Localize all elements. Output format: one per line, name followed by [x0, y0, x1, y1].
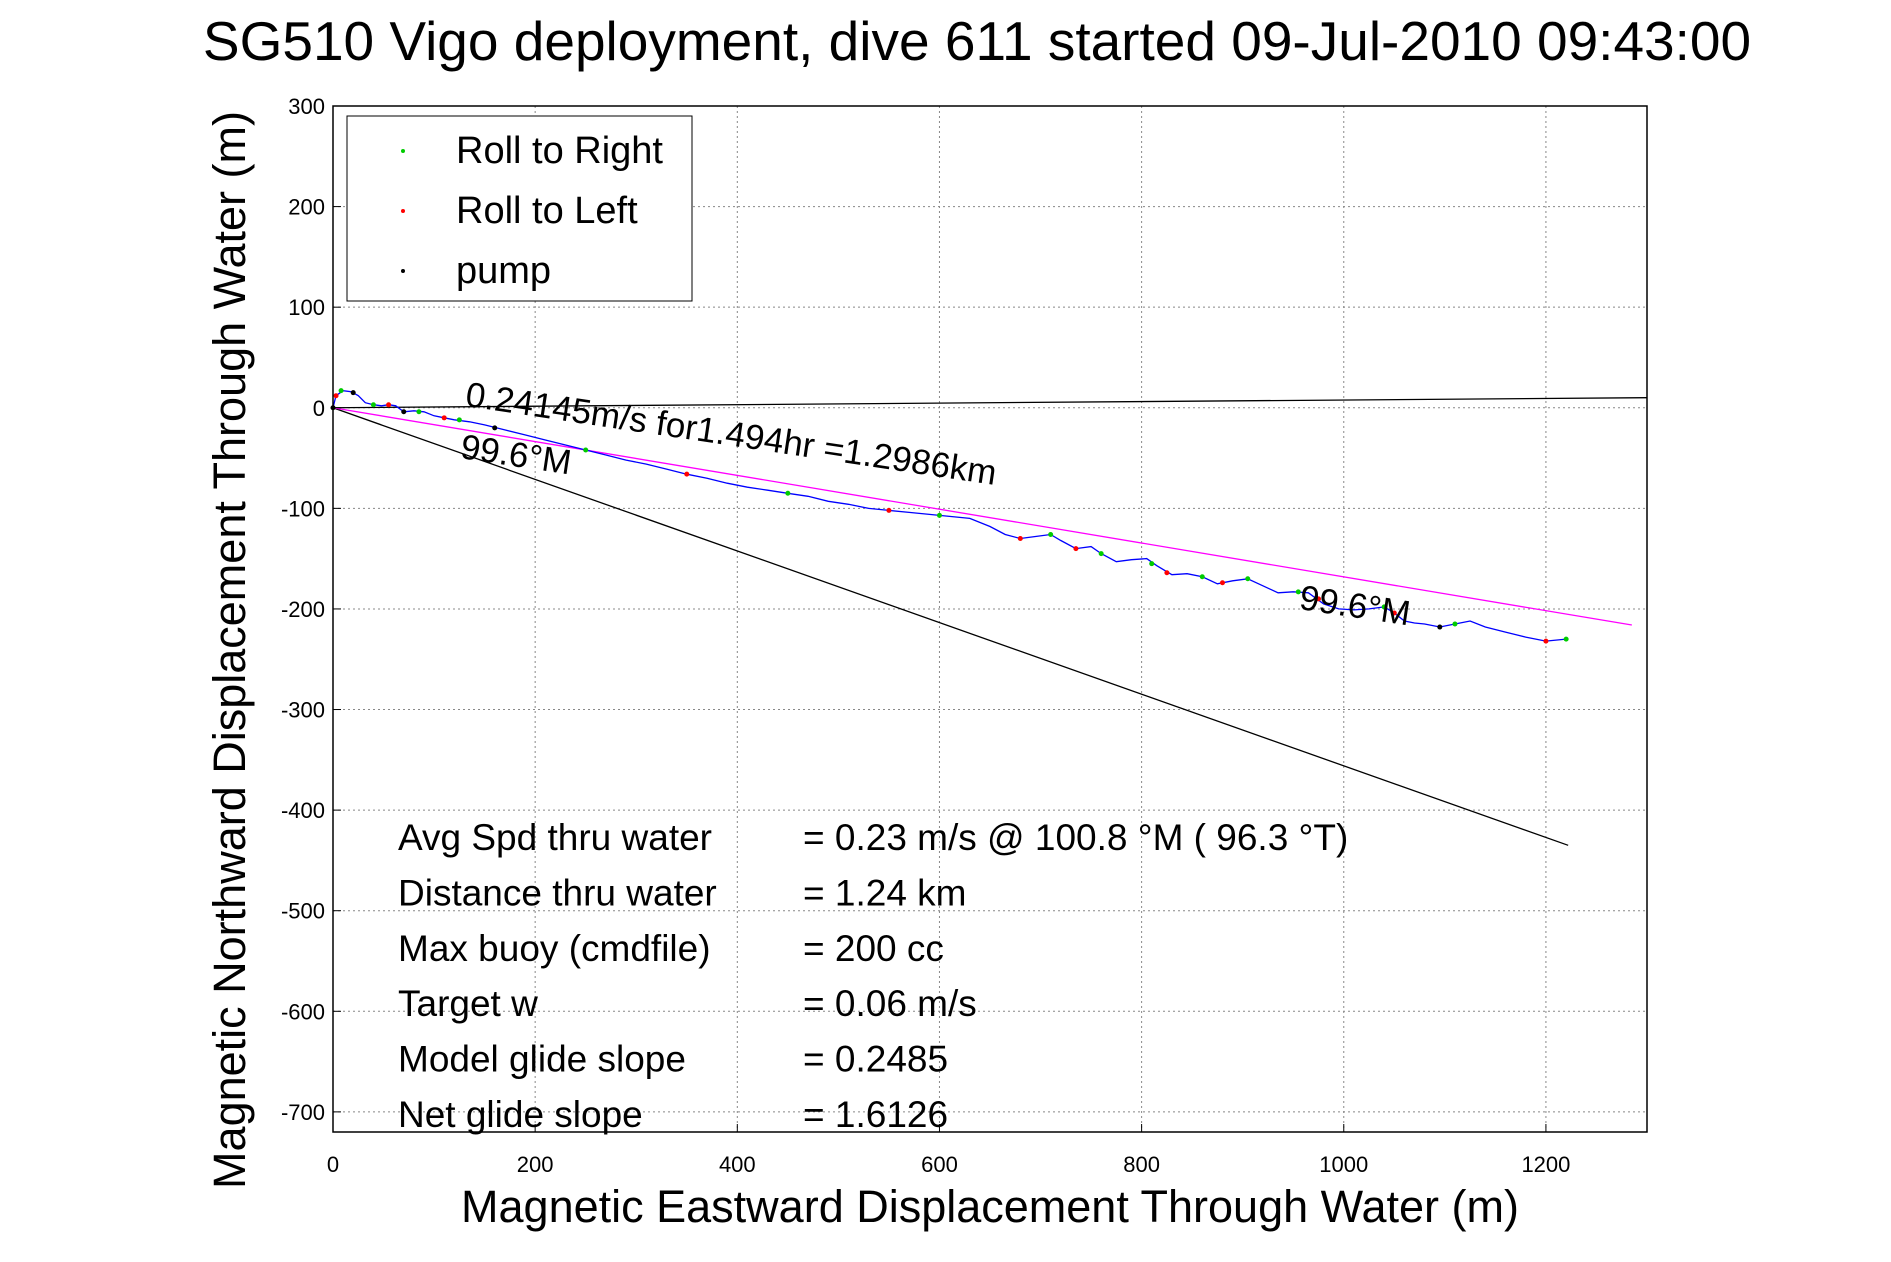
- y-tick-label: -700: [281, 1100, 325, 1125]
- stat-label: Model glide slope: [398, 1039, 686, 1080]
- roll-right-point: [1381, 604, 1387, 610]
- grid: [332, 105, 1647, 1132]
- y-tick-label: 300: [288, 94, 325, 119]
- x-tick-label: 1200: [1521, 1152, 1570, 1177]
- stat-value: = 0.23 m/s @ 100.8 °M ( 96.3 °T): [803, 817, 1348, 858]
- roll-right-point: [370, 402, 376, 408]
- y-tick-label: 200: [288, 195, 325, 220]
- stat-label: Net glide slope: [398, 1094, 643, 1135]
- roll-right-point: [1245, 576, 1251, 582]
- roll-left-point: [441, 415, 447, 421]
- track-line: [332, 390, 1567, 642]
- stat-value: = 1.6126: [803, 1094, 948, 1135]
- legend-marker: [401, 269, 405, 273]
- legend-label: Roll to Left: [456, 190, 638, 232]
- reference-line-heading: [332, 407, 1569, 846]
- y-tick-label: 100: [288, 295, 325, 320]
- y-tick-label: -300: [281, 698, 325, 723]
- x-tick-label: 1000: [1319, 1152, 1368, 1177]
- roll-left-point: [1391, 610, 1397, 616]
- roll-right-point: [1149, 561, 1155, 567]
- x-tick-label: 600: [921, 1152, 958, 1177]
- stat-label: Distance thru water: [398, 872, 717, 913]
- pump-point: [401, 409, 407, 415]
- y-tick-label: -200: [281, 597, 325, 622]
- x-tick-label: 0: [327, 1152, 339, 1177]
- roll-left-point: [1316, 596, 1321, 602]
- stat-label: Max buoy (cmdfile): [398, 928, 711, 969]
- x-tick-label: 400: [719, 1152, 756, 1177]
- roll-left-point: [684, 471, 690, 477]
- y-tick-label: -100: [281, 496, 325, 521]
- roll-left-point: [333, 393, 339, 399]
- x-axis-label: Magnetic Eastward Displacement Through W…: [461, 1181, 1519, 1232]
- roll-left-point: [1543, 638, 1549, 644]
- roll-right-point: [416, 409, 422, 415]
- roll-left-point: [1073, 546, 1079, 552]
- roll-right-point: [338, 388, 344, 394]
- dive-track: [332, 390, 1567, 642]
- y-tick-label: -600: [281, 999, 325, 1024]
- legend-label: pump: [456, 250, 551, 292]
- roll-left-point: [886, 507, 892, 513]
- pump-point: [492, 425, 498, 431]
- roll-left-point: [1017, 536, 1023, 542]
- stat-label: Avg Spd thru water: [398, 817, 712, 858]
- chart-title: SG510 Vigo deployment, dive 611 started …: [203, 10, 1751, 72]
- stat-value: = 200 cc: [803, 928, 944, 969]
- pump-point: [1437, 624, 1443, 630]
- roll-left-point: [386, 402, 392, 408]
- roll-right-point: [936, 512, 942, 518]
- reference-lines: [332, 397, 1648, 846]
- roll-right-point: [1452, 621, 1458, 627]
- y-axis-ticks: 300 200 100 0 -100 -200 -300 -400 -500 -600 -700: [281, 94, 341, 1125]
- plot-frame: [332, 105, 1648, 1133]
- y-tick-label: 0: [313, 396, 325, 421]
- roll-right-point: [1098, 551, 1104, 557]
- roll-right-point: [456, 417, 462, 423]
- y-tick-label: -500: [281, 899, 325, 924]
- x-axis-ticks: 0 200 400 600 800 1000 1200: [327, 1124, 1570, 1177]
- roll-right-point: [1048, 532, 1054, 538]
- x-tick-label: 200: [517, 1152, 554, 1177]
- stat-value: = 0.2485: [803, 1039, 948, 1080]
- stat-value: = 0.06 m/s: [803, 983, 977, 1024]
- stat-label: Target w: [398, 983, 538, 1024]
- x-tick-label: 800: [1123, 1152, 1160, 1177]
- reference-line-net: [332, 407, 1632, 626]
- roll-left-point: [1164, 570, 1170, 576]
- legend-marker: [401, 149, 405, 153]
- stat-value: = 1.24 km: [803, 872, 967, 913]
- legend: Roll to Right Roll to Left pump: [346, 115, 693, 302]
- legend-marker: [401, 209, 405, 213]
- y-axis-label: Magnetic Northward Displacement Through …: [204, 111, 255, 1189]
- stats-block: Avg Spd thru water = 0.23 m/s @ 100.8 °M …: [398, 817, 1348, 1135]
- roll-right-point: [1199, 574, 1205, 580]
- legend-label: Roll to Right: [456, 130, 663, 172]
- pump-point: [350, 390, 356, 396]
- roll-right-point: [1295, 589, 1301, 595]
- roll-right-point: [785, 490, 791, 496]
- roll-right-point: [583, 447, 589, 453]
- roll-right-point: [1563, 636, 1569, 642]
- reference-line-horizontal: [332, 397, 1648, 409]
- y-tick-label: -400: [281, 798, 325, 823]
- roll-markers: [330, 388, 1569, 644]
- roll-left-point: [1219, 580, 1225, 586]
